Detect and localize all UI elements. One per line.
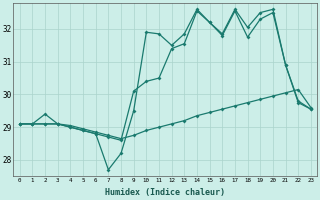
X-axis label: Humidex (Indice chaleur): Humidex (Indice chaleur): [105, 188, 225, 197]
